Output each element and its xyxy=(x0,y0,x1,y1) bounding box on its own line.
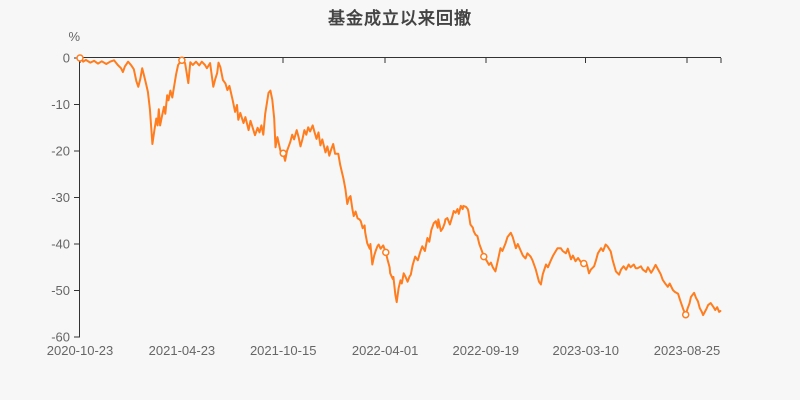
date-marker[interactable] xyxy=(178,56,186,65)
date-marker[interactable] xyxy=(76,54,84,62)
y-tick-label: -50 xyxy=(51,283,70,298)
y-tick-label: -20 xyxy=(51,144,70,159)
y-tick-label: -40 xyxy=(51,237,70,252)
date-markers xyxy=(76,54,690,319)
x-tick-label: 2021-04-23 xyxy=(149,343,216,358)
date-marker[interactable] xyxy=(382,248,390,257)
date-marker[interactable] xyxy=(279,149,287,158)
x-tick-label: 2023-08-25 xyxy=(654,343,721,358)
y-axis-unit-label: % xyxy=(68,29,80,44)
drawdown-line[interactable] xyxy=(79,57,722,317)
chart-title: 基金成立以来回撤 xyxy=(328,9,472,28)
y-tick-label: 0 xyxy=(63,51,70,66)
date-marker[interactable] xyxy=(580,259,588,268)
y-tick-label: -10 xyxy=(51,97,70,112)
date-marker[interactable] xyxy=(681,310,690,319)
y-tick-label: -60 xyxy=(51,330,70,345)
y-tick-label: -30 xyxy=(51,190,70,205)
x-tick-label: 2021-10-15 xyxy=(250,343,317,358)
x-tick-label: 2022-09-19 xyxy=(453,343,520,358)
x-tick-label: 2022-04-01 xyxy=(352,343,419,358)
x-tick-label: 2020-10-23 xyxy=(47,343,114,358)
x-tick-label: 2023-03-10 xyxy=(552,343,619,358)
date-marker[interactable] xyxy=(480,252,488,261)
